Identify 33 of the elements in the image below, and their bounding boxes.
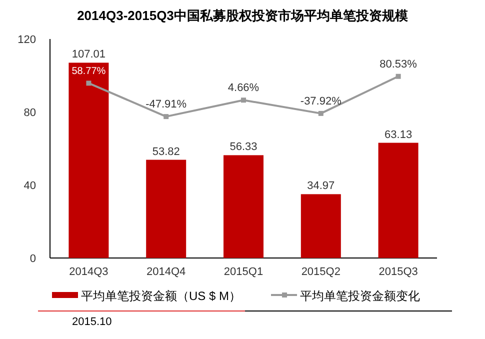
point <box>164 114 169 120</box>
y-tick-label: 40 <box>24 180 36 192</box>
y-tick-label: 80 <box>24 107 36 119</box>
x-tick-label: 2015Q2 <box>301 266 340 278</box>
legend-label: 平均单笔投资金额变化 <box>300 289 420 303</box>
data-label: -47.91% <box>146 98 187 111</box>
y-tick-label: 0 <box>30 253 36 265</box>
point <box>86 80 92 86</box>
bar <box>378 142 418 258</box>
data-label: 63.13 <box>384 128 412 141</box>
data-label: -37.92% <box>300 95 342 108</box>
data-label: 4.66% <box>228 82 260 94</box>
y-tick-label: 120 <box>18 34 36 46</box>
bar <box>68 62 109 258</box>
point <box>241 98 246 103</box>
data-label: 107.01 <box>72 48 106 61</box>
x-tick-label: 2014Q4 <box>146 266 186 278</box>
bar <box>224 155 264 258</box>
point <box>318 110 324 116</box>
data-label: 34.97 <box>307 180 335 192</box>
bar <box>300 194 341 258</box>
chart-title: 2014Q3-2015Q3中国私募股权投资市场平均单笔投资规模 <box>77 8 408 23</box>
point <box>396 74 401 79</box>
data-label: 58.77% <box>72 66 106 78</box>
data-label: 53.82 <box>152 146 180 158</box>
x-tick-label: 2014Q3 <box>69 266 108 278</box>
data-label: 56.33 <box>230 141 258 154</box>
data-label: 80.53% <box>380 58 418 70</box>
legend-label: 平均单笔投资金额（US $ M） <box>81 289 242 303</box>
bar <box>146 160 186 258</box>
text: 2015.10 <box>72 316 112 328</box>
x-tick-label: 2015Q3 <box>378 266 418 278</box>
x-tick-label: 2015Q1 <box>224 266 264 278</box>
